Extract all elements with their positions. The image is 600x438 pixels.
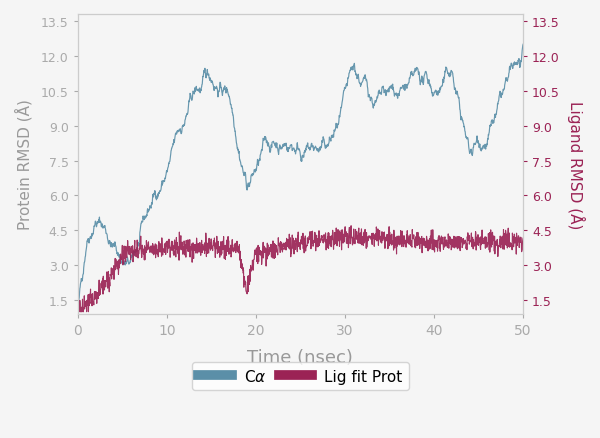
X-axis label: Time (nsec): Time (nsec) <box>247 348 353 366</box>
Y-axis label: Protein RMSD (Å): Protein RMSD (Å) <box>15 99 32 230</box>
Legend: C$\alpha$, Lig fit Prot: C$\alpha$, Lig fit Prot <box>192 362 409 391</box>
Y-axis label: Ligand RMSD (Å): Ligand RMSD (Å) <box>567 101 585 229</box>
